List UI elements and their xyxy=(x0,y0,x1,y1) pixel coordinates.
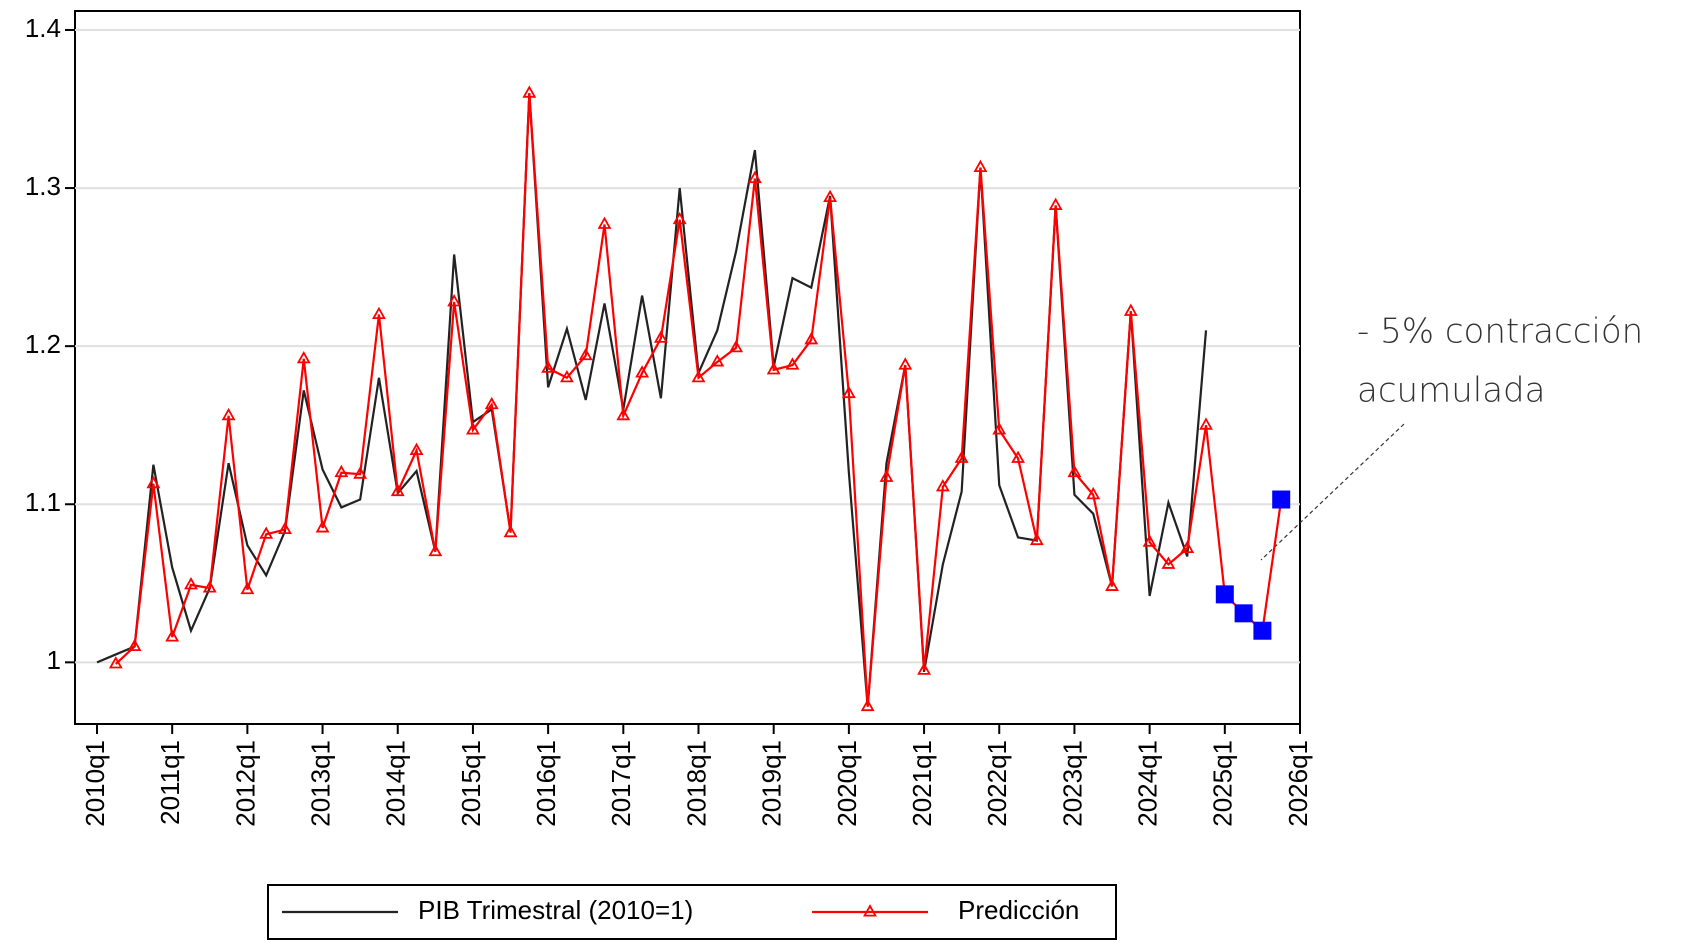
point-marker xyxy=(785,357,800,370)
point-marker xyxy=(372,306,386,320)
series-line xyxy=(96,93,1208,707)
point-marker xyxy=(1048,197,1063,210)
y-tick-label: 1.1 xyxy=(25,487,61,517)
point-marker xyxy=(1123,303,1138,316)
point-marker xyxy=(597,216,612,229)
x-tick-label: 2012q1 xyxy=(230,740,260,827)
x-tick-label: 2015q1 xyxy=(456,740,486,827)
x-tick-label: 2010q1 xyxy=(80,740,110,827)
annotation-leader xyxy=(1260,423,1405,561)
point-marker xyxy=(766,362,781,375)
point-marker xyxy=(127,638,142,652)
x-tick-label: 2019q1 xyxy=(757,740,787,827)
point-marker xyxy=(578,347,593,361)
x-tick-label: 2017q1 xyxy=(606,740,636,827)
x-tick-label: 2024q1 xyxy=(1133,740,1163,827)
legend-box xyxy=(267,884,1117,940)
point-marker xyxy=(315,520,330,533)
point-marker xyxy=(146,475,161,489)
point-marker xyxy=(447,294,462,307)
point-marker xyxy=(559,369,574,383)
forecast-marker xyxy=(1253,621,1272,640)
point-marker xyxy=(691,369,706,383)
point-marker xyxy=(1086,486,1101,500)
series-line xyxy=(115,93,1283,707)
point-marker xyxy=(108,656,123,669)
point-marker xyxy=(954,450,969,463)
x-tick-label: 2020q1 xyxy=(832,740,862,827)
point-marker xyxy=(353,466,368,479)
point-marker xyxy=(165,629,180,642)
point-marker xyxy=(184,577,198,590)
point-marker xyxy=(503,524,518,538)
point-marker xyxy=(635,365,650,378)
x-tick-label: 2016q1 xyxy=(531,740,561,827)
point-marker xyxy=(860,698,875,712)
forecast-marker xyxy=(1234,604,1253,623)
point-marker xyxy=(879,469,894,482)
point-marker xyxy=(541,360,556,373)
x-tick-label: 2022q1 xyxy=(982,740,1012,827)
x-tick-label: 2023q1 xyxy=(1057,740,1087,827)
point-marker xyxy=(935,479,950,492)
point-marker xyxy=(747,170,762,184)
point-marker xyxy=(484,396,499,410)
x-tick-label: 2021q1 xyxy=(907,740,937,827)
point-marker xyxy=(898,357,913,370)
forecast-marker xyxy=(1215,585,1234,604)
point-marker xyxy=(1180,540,1195,554)
plot-frame xyxy=(74,10,1301,725)
point-marker xyxy=(465,422,480,435)
point-marker xyxy=(240,581,255,595)
y-tick-label: 1 xyxy=(47,645,61,675)
point-marker xyxy=(1105,578,1119,591)
legend-marker xyxy=(863,904,877,917)
y-tick-label: 1.2 xyxy=(25,329,61,359)
point-marker xyxy=(522,85,537,98)
point-marker xyxy=(973,159,988,173)
point-marker xyxy=(1199,417,1213,430)
point-marker xyxy=(804,331,819,345)
point-marker xyxy=(1011,450,1025,463)
point-marker xyxy=(390,483,405,497)
point-marker xyxy=(917,662,932,675)
legend-label: PIB Trimestral (2010=1) xyxy=(418,895,693,925)
x-tick-label: 2014q1 xyxy=(381,740,411,827)
point-marker xyxy=(710,354,725,367)
point-marker xyxy=(334,464,349,478)
x-tick-label: 2011q1 xyxy=(155,740,185,825)
legend-label: Predicción xyxy=(958,895,1079,925)
forecast-marker xyxy=(1272,490,1291,509)
point-marker xyxy=(202,580,217,593)
point-marker xyxy=(1142,534,1157,547)
point-marker xyxy=(428,543,443,557)
point-marker xyxy=(278,521,292,535)
point-marker xyxy=(823,189,838,203)
point-marker xyxy=(992,422,1007,435)
annotation-text: - 5% contracción xyxy=(1357,312,1643,352)
point-marker xyxy=(616,407,631,421)
point-marker xyxy=(1067,464,1082,478)
point-marker xyxy=(1161,556,1176,569)
point-marker xyxy=(221,407,236,421)
point-marker xyxy=(1029,532,1044,546)
y-tick-label: 1.4 xyxy=(25,13,61,43)
point-marker xyxy=(259,526,274,539)
x-tick-label: 2025q1 xyxy=(1208,740,1238,827)
x-tick-label: 2026q1 xyxy=(1283,740,1313,827)
annotation-text: acumulada xyxy=(1357,371,1545,411)
point-marker xyxy=(409,442,424,455)
point-marker xyxy=(296,350,311,364)
point-marker xyxy=(672,211,687,225)
x-tick-label: 2013q1 xyxy=(305,740,335,827)
y-tick-label: 1.3 xyxy=(25,171,61,201)
point-marker xyxy=(653,330,668,343)
x-tick-label: 2018q1 xyxy=(681,740,711,827)
point-marker xyxy=(841,385,856,399)
point-marker xyxy=(729,339,744,353)
